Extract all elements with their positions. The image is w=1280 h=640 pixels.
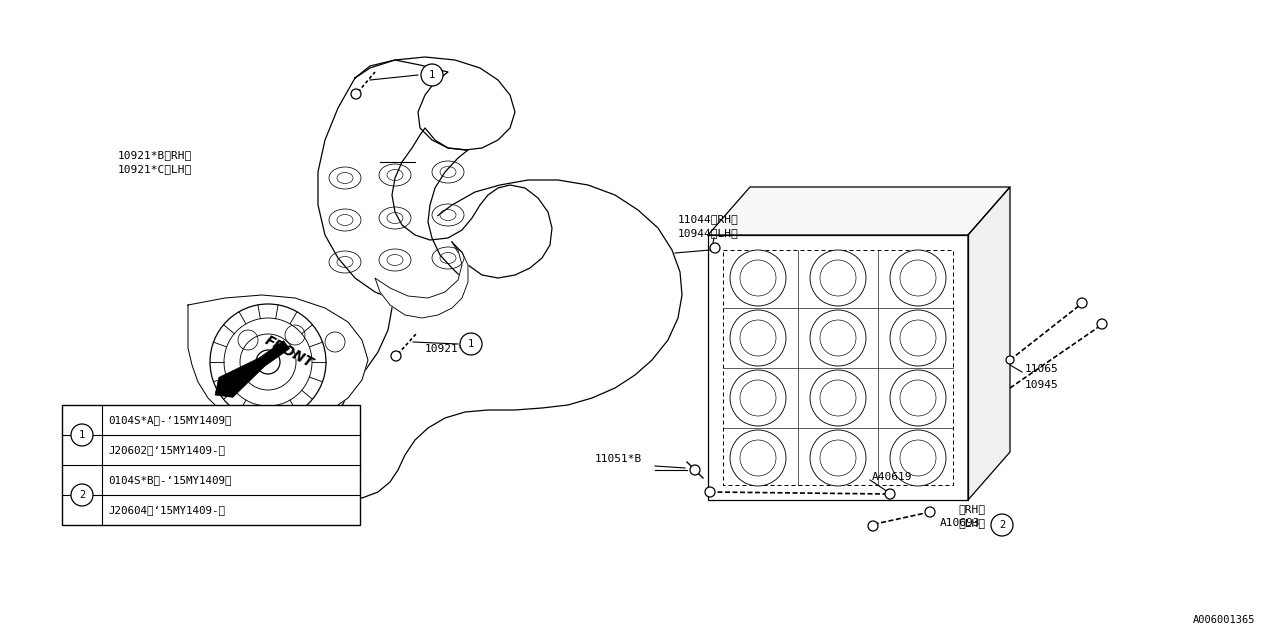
Text: A40619: A40619 [872,472,913,482]
Polygon shape [188,295,369,428]
Circle shape [925,507,934,517]
Text: 11051*B: 11051*B [595,454,643,464]
Polygon shape [968,187,1010,500]
Circle shape [256,350,280,374]
Circle shape [890,310,946,366]
Text: 1: 1 [429,70,435,80]
Circle shape [460,333,483,355]
Circle shape [705,487,716,497]
Text: 10921*B〈RH〉: 10921*B〈RH〉 [118,150,192,160]
Text: 1: 1 [468,339,474,349]
Polygon shape [708,235,968,500]
Polygon shape [310,180,682,498]
Circle shape [1006,356,1014,364]
Text: 2: 2 [79,490,86,500]
Text: 0104S*A（-‘15MY1409＞: 0104S*A（-‘15MY1409＞ [108,415,232,425]
Circle shape [810,250,867,306]
Text: 0104S*B（-‘15MY1409＞: 0104S*B（-‘15MY1409＞ [108,475,232,485]
Text: 11065: 11065 [1025,364,1059,374]
Circle shape [890,250,946,306]
Circle shape [243,427,253,437]
Circle shape [421,64,443,86]
Circle shape [70,424,93,446]
Text: FRONT: FRONT [262,333,315,371]
Text: 10921*A: 10921*A [425,344,472,354]
Circle shape [390,351,401,361]
Polygon shape [355,57,552,278]
Text: J20604（‘15MY1409-）: J20604（‘15MY1409-） [108,505,225,515]
Polygon shape [708,187,1010,235]
Polygon shape [375,242,468,318]
Circle shape [991,514,1012,536]
Text: J20602（‘15MY1409-）: J20602（‘15MY1409-） [108,445,225,455]
Circle shape [1076,298,1087,308]
Text: 1: 1 [79,430,86,440]
Circle shape [710,243,721,253]
Circle shape [890,430,946,486]
Circle shape [730,250,786,306]
Polygon shape [215,340,289,397]
Text: A006001365: A006001365 [1193,615,1254,625]
Circle shape [810,430,867,486]
Circle shape [351,89,361,99]
Circle shape [730,430,786,486]
Circle shape [730,370,786,426]
Text: 10945: 10945 [1025,380,1059,390]
Text: 11044〈RH〉: 11044〈RH〉 [678,214,739,224]
Circle shape [730,310,786,366]
Text: 〈RH〉: 〈RH〉 [957,504,986,514]
Circle shape [690,465,700,475]
Bar [61,405,360,525]
Circle shape [810,310,867,366]
Circle shape [884,489,895,499]
Text: 〈LH〉: 〈LH〉 [957,518,986,528]
Circle shape [868,521,878,531]
Polygon shape [317,60,468,302]
Text: 10944〈LH〉: 10944〈LH〉 [678,228,739,238]
Text: A10693: A10693 [940,518,980,528]
Circle shape [890,370,946,426]
Text: 10921*C〈LH〉: 10921*C〈LH〉 [118,164,192,174]
Circle shape [810,370,867,426]
Circle shape [210,304,326,420]
Circle shape [1097,319,1107,329]
Circle shape [70,484,93,506]
Text: 11051*B: 11051*B [152,417,200,427]
Text: 2: 2 [998,520,1005,530]
